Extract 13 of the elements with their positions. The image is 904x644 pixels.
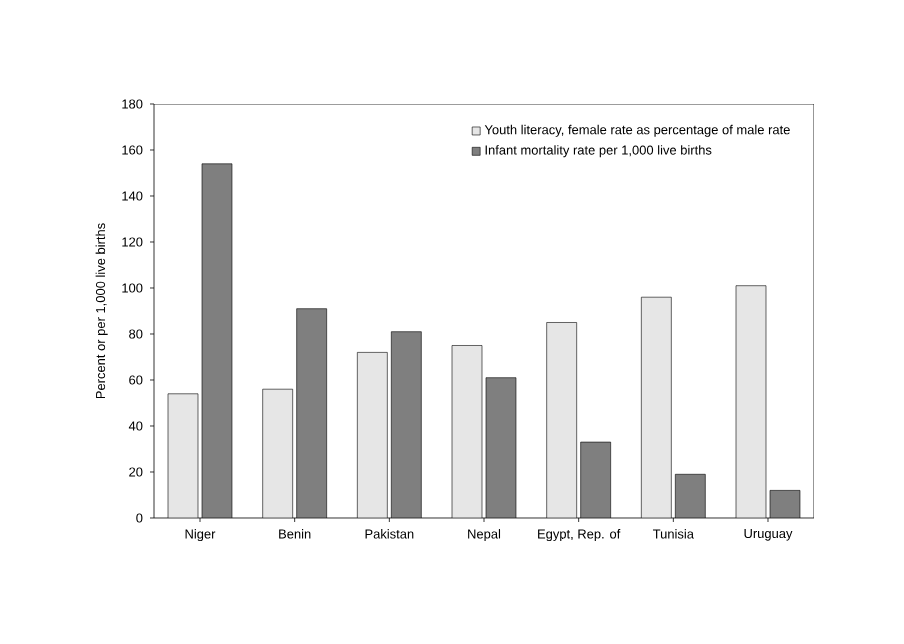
- bar: [735, 285, 767, 518]
- bar: [201, 163, 233, 518]
- bar: [167, 393, 199, 518]
- bar: [641, 296, 672, 518]
- bar: [580, 441, 611, 518]
- bar: [262, 388, 293, 518]
- bar: [451, 345, 483, 518]
- bar: [675, 474, 706, 518]
- bar: [485, 377, 517, 518]
- bar: [357, 352, 388, 518]
- bar: [391, 331, 422, 518]
- bar: [546, 322, 577, 518]
- bar: [296, 308, 327, 518]
